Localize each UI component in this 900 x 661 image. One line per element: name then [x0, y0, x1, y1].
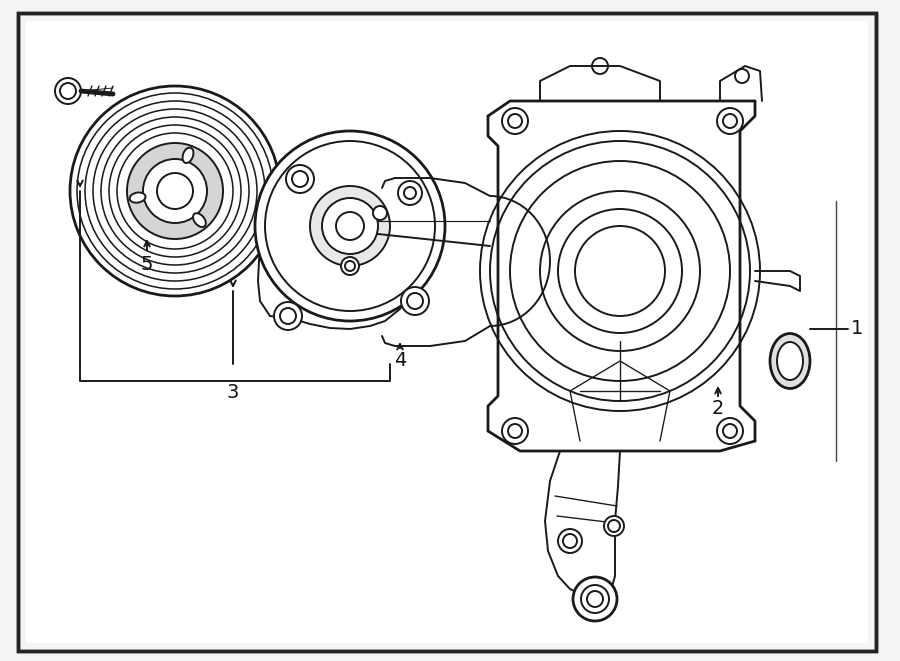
- Text: 5: 5: [140, 254, 153, 274]
- Text: 2: 2: [712, 399, 724, 418]
- Circle shape: [373, 206, 387, 220]
- Text: 1: 1: [850, 319, 863, 338]
- Circle shape: [573, 577, 617, 621]
- Text: 3: 3: [227, 383, 239, 403]
- Ellipse shape: [183, 147, 194, 163]
- Circle shape: [322, 198, 378, 254]
- Ellipse shape: [770, 334, 810, 389]
- Circle shape: [502, 108, 528, 134]
- Circle shape: [255, 131, 445, 321]
- Circle shape: [717, 108, 743, 134]
- Circle shape: [717, 418, 743, 444]
- Ellipse shape: [193, 214, 206, 227]
- Ellipse shape: [130, 192, 146, 203]
- Circle shape: [286, 165, 314, 193]
- Circle shape: [398, 181, 422, 205]
- Ellipse shape: [777, 342, 803, 380]
- Circle shape: [502, 418, 528, 444]
- Circle shape: [558, 529, 582, 553]
- Circle shape: [310, 186, 390, 266]
- Circle shape: [127, 143, 223, 239]
- Circle shape: [604, 516, 624, 536]
- Circle shape: [480, 131, 760, 411]
- Circle shape: [274, 302, 302, 330]
- Circle shape: [55, 78, 81, 104]
- Circle shape: [143, 159, 207, 223]
- Circle shape: [70, 86, 280, 296]
- Text: 4: 4: [394, 352, 406, 371]
- Circle shape: [401, 287, 429, 315]
- Circle shape: [341, 257, 359, 275]
